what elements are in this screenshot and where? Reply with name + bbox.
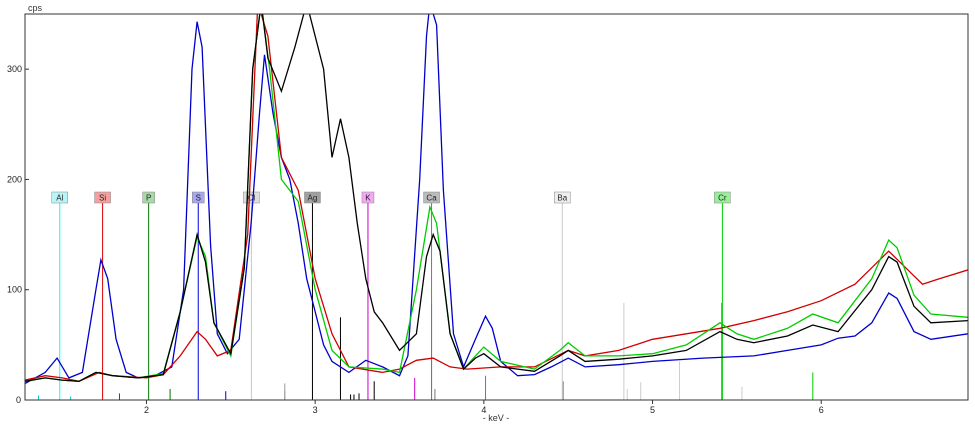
element-marker-ca: Ca <box>423 191 440 400</box>
series-line-1 <box>25 14 968 385</box>
element-marker-label: Ag <box>308 194 318 203</box>
x-axis-ticks: 2 3 4 5 6 <box>144 400 824 415</box>
element-marker-cl: Cl <box>243 191 260 400</box>
element-marker-label: Cr <box>718 194 727 203</box>
element-marker-label: Si <box>99 194 106 203</box>
x-tick-label: 3 <box>313 405 318 415</box>
plot-frame <box>24 13 969 401</box>
minor-line-markers <box>37 302 814 400</box>
series-line-2 <box>25 14 968 382</box>
element-marker-ag: Ag <box>304 191 321 400</box>
element-marker-box <box>51 191 69 204</box>
y-tick-label: 100 <box>7 285 22 295</box>
x-tick-label: 6 <box>819 405 824 415</box>
element-marker-box <box>361 191 375 204</box>
element-marker-label: Ba <box>557 194 567 203</box>
element-marker-si: Si <box>94 191 111 400</box>
element-marker-label: P <box>146 194 151 203</box>
series-line-4 <box>25 14 968 382</box>
element-marker-label: S <box>196 194 201 203</box>
element-marker-k: K <box>361 191 375 400</box>
element-marker-box <box>142 191 155 204</box>
element-marker-label: K <box>365 194 371 203</box>
element-marker-box <box>304 191 321 204</box>
element-marker-label: Cl <box>248 194 256 203</box>
element-markers: Al Si P S Cl Ag K Ca Ba Cr <box>51 191 731 400</box>
series-line-3 <box>25 14 968 382</box>
element-marker-box <box>243 191 260 204</box>
element-marker-box <box>191 191 205 204</box>
x-tick-label: 5 <box>650 405 655 415</box>
y-tick-label: 300 <box>7 64 22 74</box>
element-marker-box <box>423 191 440 204</box>
element-marker-box <box>714 191 731 204</box>
y-axis-ticks: 0 100 200 300 <box>7 64 29 405</box>
y-axis-unit-label: cps <box>28 3 43 13</box>
x-tick-label: 2 <box>144 405 149 415</box>
element-marker-al: Al <box>51 191 69 400</box>
y-tick-label: 0 <box>16 395 21 405</box>
element-marker-label: Ca <box>426 194 437 203</box>
element-marker-box <box>94 191 111 204</box>
x-tick-label: 4 <box>481 405 486 415</box>
element-marker-s: S <box>191 191 205 400</box>
element-marker-ba: Ba <box>554 191 571 400</box>
element-marker-box <box>554 191 571 204</box>
spectrum-series <box>25 14 968 385</box>
element-marker-cr: Cr <box>714 191 731 400</box>
element-marker-p: P <box>142 191 155 400</box>
element-marker-label: Al <box>56 194 63 203</box>
x-axis-title: - keV - <box>483 413 510 423</box>
y-tick-label: 200 <box>7 174 22 184</box>
